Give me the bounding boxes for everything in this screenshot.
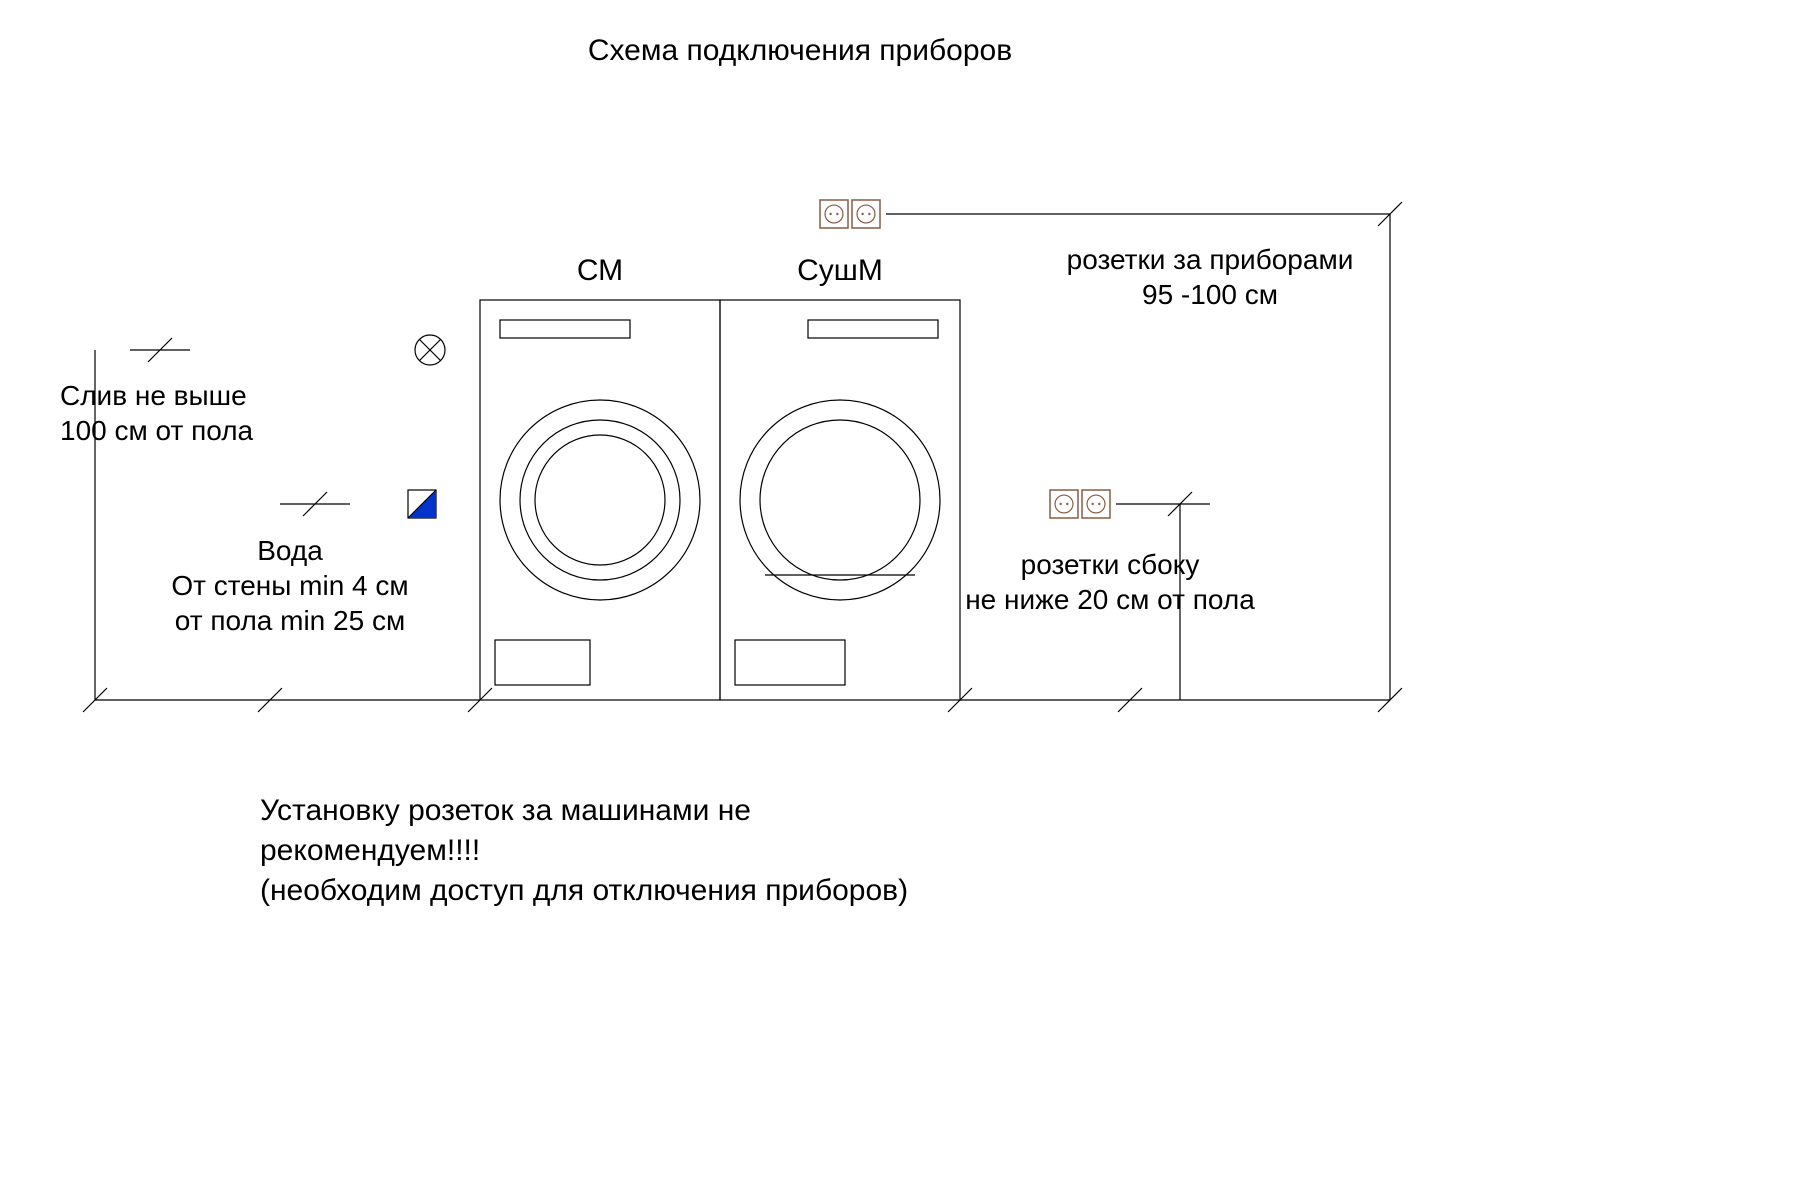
outlet-side-label-2: не ниже 20 см от пола (965, 584, 1255, 615)
note-line-2: рекомендуем!!!! (260, 834, 480, 867)
outlet-top-label-1: розетки за приборами (1067, 244, 1354, 275)
diagram-title: Схема подключения приборов (588, 34, 1012, 67)
outlet-side-icon (1050, 490, 1110, 518)
dryer-label: СушМ (797, 254, 883, 287)
drain-label-2: 100 см от пола (60, 415, 254, 446)
outlet-side-label-1: розетки сбоку (1021, 549, 1200, 580)
drain-label-1: Слив не выше (60, 380, 247, 411)
note-line-3: (необходим доступ для отключения приборо… (260, 874, 908, 907)
washer-label: СМ (577, 254, 623, 287)
outlet-top-icon (820, 200, 880, 228)
water-label-3: от пола min 25 см (175, 605, 405, 636)
outlet-top-label-2: 95 -100 см (1142, 279, 1278, 310)
water-label-2: От стены min 4 см (171, 570, 408, 601)
note-line-1: Установку розеток за машинами не (260, 794, 751, 827)
water-label-1: Вода (257, 535, 323, 566)
